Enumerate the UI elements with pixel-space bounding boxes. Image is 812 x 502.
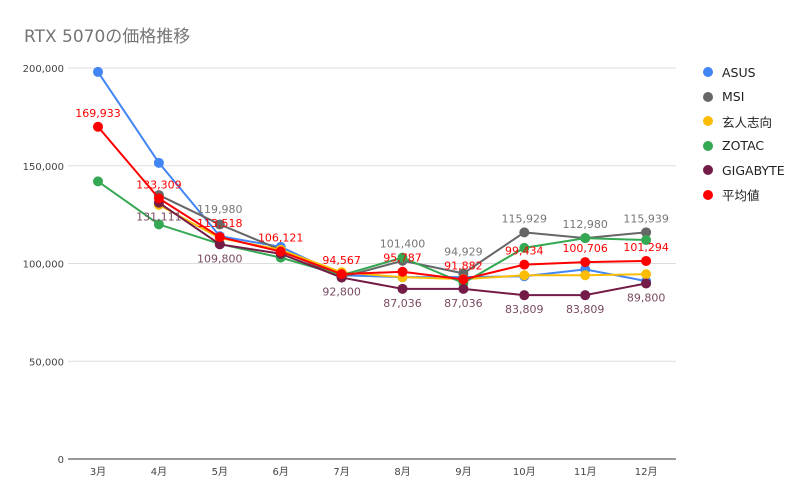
legend: ASUS MSI 玄人志向 ZOTAC GIGABYTE 平均値 — [703, 60, 785, 207]
chart-title: RTX 5070の価格推移 — [24, 27, 191, 47]
legend-marker-icon — [703, 116, 713, 127]
data-point — [214, 219, 225, 230]
data-point — [519, 270, 530, 281]
data-point — [93, 66, 103, 77]
x-tick-label: 10月 — [513, 466, 536, 478]
legend-label: 平均値 — [722, 188, 760, 204]
legend-label: 玄人志向 — [722, 114, 773, 130]
data-point — [641, 269, 652, 280]
x-tick-label: 9月 — [455, 466, 471, 478]
data-point — [519, 227, 530, 238]
x-tick-label: 6月 — [273, 466, 289, 478]
data-point — [580, 270, 591, 281]
data-point — [580, 233, 591, 244]
x-tick-label: 12月 — [635, 466, 658, 478]
series-line-ZOTAC — [97, 180, 647, 285]
legend-marker-icon — [703, 67, 713, 78]
data-point — [641, 278, 652, 289]
legend-item[interactable]: 平均値 — [703, 183, 785, 208]
data-point — [458, 283, 469, 294]
legend-marker-icon — [703, 140, 713, 151]
x-tick-label: 8月 — [394, 466, 410, 478]
x-tick-label: 3月 — [90, 466, 106, 478]
data-point — [641, 227, 652, 238]
y-tick-label: 50,000 — [29, 357, 64, 368]
data-point — [397, 252, 408, 263]
data-label: 94,567 — [322, 254, 361, 267]
legend-item[interactable]: ASUS — [703, 60, 785, 85]
data-point — [641, 255, 652, 266]
data-label: 101,400 — [380, 238, 426, 251]
data-point — [580, 290, 591, 301]
data-label: 109,800 — [197, 252, 243, 265]
legend-marker-icon — [703, 189, 713, 200]
data-label: 100,706 — [562, 242, 608, 255]
series-line-平均値 — [97, 126, 647, 281]
data-label: 133,309 — [136, 178, 182, 191]
legend-label: GIGABYTE — [722, 162, 785, 178]
legend-item[interactable]: 玄人志向 — [703, 109, 785, 134]
data-point — [214, 239, 225, 250]
data-label: 99,434 — [505, 245, 544, 258]
data-point — [397, 283, 408, 294]
data-point — [336, 269, 347, 280]
y-tick-label: 100,000 — [23, 260, 64, 271]
data-point — [93, 176, 103, 187]
legend-marker-icon — [703, 91, 713, 102]
legend-label: ZOTAC — [722, 138, 765, 154]
data-point — [214, 232, 225, 243]
legend-label: MSI — [722, 89, 745, 105]
data-point — [153, 219, 164, 230]
data-label: 169,933 — [75, 107, 121, 120]
data-point — [397, 266, 408, 277]
data-point — [275, 246, 286, 257]
data-label: 115,939 — [623, 212, 669, 225]
x-tick-label: 5月 — [212, 466, 228, 478]
data-label: 87,036 — [444, 297, 483, 310]
data-point — [580, 257, 591, 268]
y-tick-label: 200,000 — [23, 64, 64, 75]
data-point — [458, 274, 469, 285]
data-label: 94,929 — [444, 245, 483, 258]
y-tick-label: 150,000 — [23, 162, 64, 173]
x-tick-label: 4月 — [151, 466, 167, 478]
data-point — [153, 157, 164, 168]
y-tick-label: 0 — [58, 455, 64, 466]
legend-item[interactable]: GIGABYTE — [703, 158, 785, 183]
data-label: 112,980 — [562, 218, 608, 231]
data-point — [519, 290, 530, 301]
data-label: 89,800 — [627, 291, 666, 304]
data-label: 101,294 — [623, 241, 669, 254]
data-label: 83,809 — [566, 303, 605, 316]
data-label: 92,800 — [322, 286, 361, 299]
data-label: 87,036 — [383, 297, 422, 310]
x-tick-label: 11月 — [574, 466, 597, 478]
data-point — [519, 242, 530, 253]
x-tick-label: 7月 — [333, 466, 349, 478]
legend-marker-icon — [703, 165, 713, 176]
legend-item[interactable]: MSI — [703, 85, 785, 110]
data-point — [519, 259, 530, 270]
legend-label: ASUS — [722, 64, 756, 80]
data-label: 95,787 — [383, 252, 422, 265]
data-label: 91,882 — [444, 259, 483, 272]
series-line-ASUS — [97, 71, 647, 283]
data-point — [153, 193, 164, 204]
data-point — [93, 121, 103, 132]
legend-item[interactable]: ZOTAC — [703, 134, 785, 159]
data-label: 113,518 — [197, 217, 243, 230]
data-label: 106,121 — [258, 232, 304, 245]
data-point — [641, 235, 652, 246]
data-label: 119,980 — [197, 203, 243, 216]
data-label: 115,929 — [502, 212, 548, 225]
data-label: 131,111 — [136, 211, 182, 224]
data-label: 83,809 — [505, 303, 544, 316]
